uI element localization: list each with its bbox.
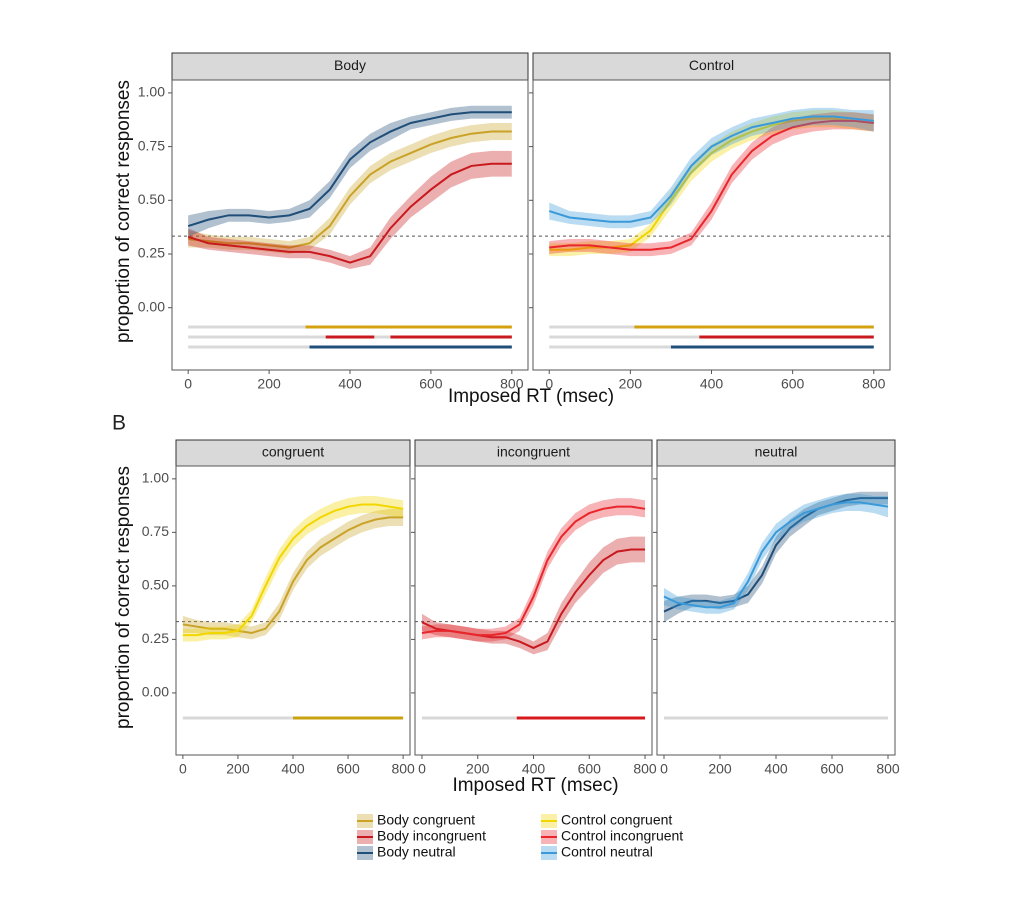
series-line — [188, 130, 512, 249]
legend-label: Body neutral — [377, 844, 456, 860]
strip-title: Body — [334, 57, 366, 73]
ribbon — [664, 493, 888, 614]
ribbon — [188, 105, 512, 237]
legend-label: Control congruent — [561, 812, 672, 828]
x-tick-label: 800 — [633, 761, 657, 777]
x-tick-label: 200 — [619, 376, 643, 392]
x-tick-label: 800 — [876, 761, 900, 777]
strip — [175, 439, 411, 467]
ribbon — [549, 112, 874, 257]
plot-area — [171, 79, 529, 371]
x-tick-label: 400 — [700, 376, 724, 392]
x-tick-label: 400 — [281, 761, 305, 777]
strip — [532, 52, 891, 81]
x-tick-label: 600 — [781, 376, 805, 392]
y-tick-label: 1.00 — [138, 84, 165, 100]
strip-title: incongruent — [497, 444, 570, 460]
x-tick-label: 400 — [522, 761, 546, 777]
x-tick-label: 200 — [466, 761, 490, 777]
strip-title: Control — [689, 57, 734, 73]
y-tick-label: 1.00 — [142, 470, 169, 486]
x-axis-title: Imposed RT (msec) — [448, 386, 614, 407]
series-line — [421, 505, 646, 637]
x-tick-label: 200 — [708, 761, 732, 777]
x-tick-label: 200 — [257, 376, 281, 392]
x-tick-label: 0 — [184, 376, 192, 392]
strip-title: neutral — [755, 444, 798, 460]
plot-area — [175, 465, 411, 756]
ribbon — [549, 107, 874, 229]
strip — [656, 439, 896, 467]
ribbon — [421, 498, 646, 642]
y-tick-label: 0.50 — [138, 191, 165, 207]
x-tick-label: 800 — [500, 376, 524, 392]
plot-area — [532, 79, 891, 371]
ribbon — [664, 491, 888, 623]
y-tick-label: 0.50 — [142, 577, 169, 593]
series-line — [182, 516, 404, 635]
strip — [171, 52, 529, 81]
x-tick-label: 800 — [862, 376, 886, 392]
plot-area — [656, 465, 896, 756]
x-tick-label: 200 — [226, 761, 250, 777]
ribbon — [549, 110, 874, 257]
y-tick-label: 0.25 — [138, 245, 165, 261]
x-tick-label: 600 — [336, 761, 360, 777]
x-tick-label: 0 — [418, 761, 426, 777]
x-tick-label: 0 — [179, 761, 187, 777]
panel-label: B — [112, 412, 126, 435]
legend-label: Body congruent — [377, 812, 475, 828]
legend-label: Body incongruent — [377, 828, 486, 844]
ribbon — [182, 495, 404, 642]
series-line — [548, 115, 874, 223]
legend-label: Control incongruent — [561, 828, 683, 844]
plot-area — [414, 465, 653, 756]
x-tick-label: 800 — [391, 761, 415, 777]
series-line — [549, 119, 874, 251]
y-tick-label: 0.75 — [138, 137, 165, 153]
y-tick-label: 0.75 — [142, 523, 169, 539]
ribbon — [188, 150, 512, 270]
series-line — [187, 162, 512, 264]
series-line — [663, 501, 889, 609]
strip — [414, 439, 653, 467]
legend-label: Control neutral — [561, 844, 653, 860]
ribbon — [182, 508, 404, 640]
ribbon — [421, 536, 646, 655]
x-tick-label: 0 — [660, 761, 668, 777]
ribbon — [188, 122, 512, 255]
strip-title: congruent — [262, 444, 324, 460]
y-tick-label: 0.25 — [142, 630, 169, 646]
x-tick-label: 600 — [820, 761, 844, 777]
x-tick-label: 400 — [338, 376, 362, 392]
x-tick-label: 400 — [764, 761, 788, 777]
x-tick-label: 600 — [578, 761, 602, 777]
series-line — [663, 497, 888, 613]
series-line — [187, 111, 512, 228]
y-tick-label: 0.00 — [138, 298, 165, 314]
x-tick-label: 600 — [419, 376, 443, 392]
y-axis-title: proportion of correct responses — [113, 80, 134, 343]
x-axis-title: Imposed RT (msec) — [452, 775, 618, 796]
y-tick-label: 0.00 — [142, 684, 169, 700]
series-line — [182, 503, 404, 637]
x-tick-label: 0 — [545, 376, 553, 392]
y-axis-title: proportion of correct responses — [113, 466, 134, 729]
